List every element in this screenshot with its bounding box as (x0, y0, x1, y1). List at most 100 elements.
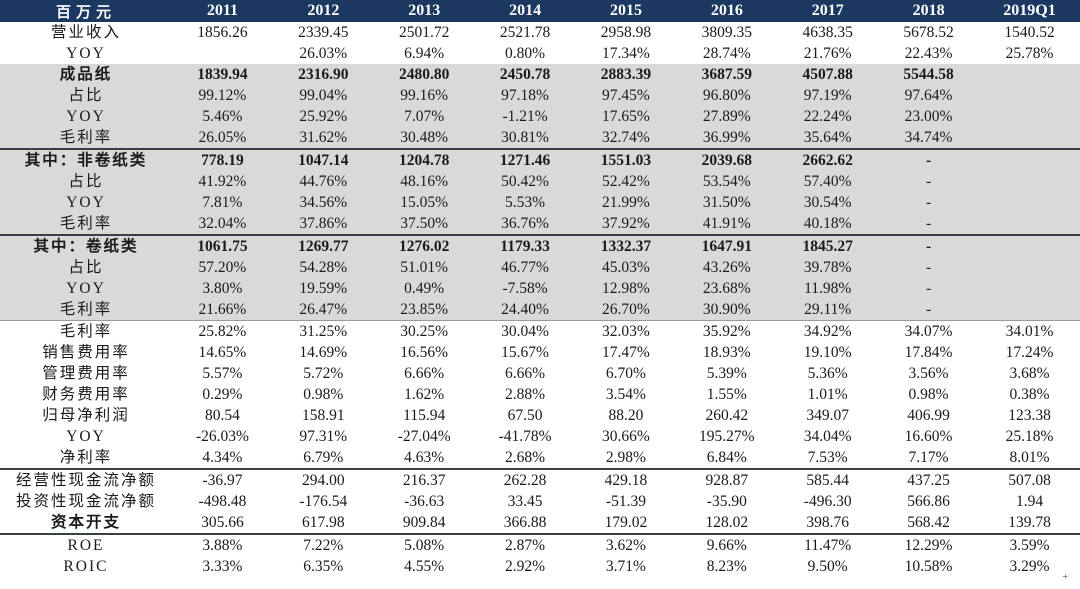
cell: 40.18% (777, 213, 879, 235)
table-row: YOY 3.80% 19.59% 0.49% -7.58% 12.98% 23.68% 11.… (0, 278, 1080, 299)
cell: 406.99 (907, 407, 950, 424)
cell: 0.80% (505, 45, 546, 62)
cell: 26.03% (299, 45, 348, 62)
cell: 2.92% (505, 558, 546, 575)
cell: 46.77% (474, 257, 576, 278)
cell: 7.81% (172, 192, 273, 213)
cell: 5678.52 (903, 24, 954, 41)
row-label: YOY (66, 428, 106, 445)
cell: 2521.78 (499, 24, 551, 41)
cell: 25.92% (272, 106, 374, 127)
cell: 33.45 (507, 493, 543, 510)
cell: 35.92% (676, 320, 778, 342)
cell: 97.31% (299, 428, 348, 445)
cell: 7.22% (272, 533, 374, 556)
row-label: 净利率 (59, 449, 113, 466)
cell: 34.07% (878, 320, 979, 342)
cell (172, 43, 273, 64)
table-row: 经营性现金流净额 -36.97 294.00 216.37 262.28 429.18 92… (0, 468, 1080, 491)
cell: 2883.39 (575, 64, 677, 85)
cell: 778.19 (172, 148, 273, 171)
cell: 294.00 (272, 468, 374, 491)
cell: 11.98% (777, 278, 879, 299)
cell: 12.98% (575, 278, 677, 299)
cell: 53.54% (676, 171, 778, 192)
year-column-header: 2016 (676, 0, 778, 22)
cell: 3.54% (605, 386, 646, 403)
cell (979, 85, 1080, 106)
cell (979, 171, 1080, 192)
cell: 216.37 (373, 468, 475, 491)
row-label: 毛利率 (0, 299, 172, 321)
year-column-header: 2012 (272, 0, 374, 22)
cell: - (878, 192, 979, 213)
cell: 54.28% (272, 257, 374, 278)
table-row: 资本开支 305.66 617.98 909.84 366.88 179.02 128.02… (0, 512, 1080, 534)
cell: 128.02 (705, 514, 749, 531)
cell: 6.70% (605, 365, 646, 382)
table-row: 归母净利润 80.54 158.91 115.94 67.50 88.20 260.42 34… (0, 405, 1080, 426)
cell: 366.88 (503, 514, 547, 531)
year-column-header: 2011 (172, 0, 273, 22)
cell: 17.47% (602, 344, 650, 361)
cell: 1269.77 (272, 234, 374, 257)
row-label: 其中：非卷纸类 (0, 148, 172, 171)
cell: 52.42% (575, 171, 677, 192)
cell: -496.30 (803, 493, 852, 510)
cell: 1.94 (1015, 493, 1044, 510)
cell: 1856.26 (197, 24, 248, 41)
cell: 2480.80 (373, 64, 475, 85)
cell: 30.54% (777, 192, 879, 213)
cell: 2501.72 (399, 24, 450, 41)
cell: 3.71% (605, 558, 646, 575)
cell (979, 127, 1080, 149)
cell: 2316.90 (272, 64, 374, 85)
cell (979, 234, 1080, 257)
cell: 11.47% (777, 533, 879, 556)
cell: -35.90 (706, 493, 747, 510)
cell: 3.56% (908, 365, 949, 382)
cell: 88.20 (608, 407, 644, 424)
cell: 39.78% (777, 257, 879, 278)
cell: 31.25% (272, 320, 374, 342)
cell: 305.66 (201, 514, 244, 531)
cell: 30.48% (373, 127, 475, 149)
cell: -51.39 (605, 493, 646, 510)
cell: 37.92% (575, 213, 677, 235)
cell: 34.74% (878, 127, 979, 149)
cell: 5.08% (373, 533, 475, 556)
cell: -26.03% (195, 428, 249, 445)
cell: 6.94% (404, 45, 445, 62)
cell: 9.50% (807, 558, 848, 575)
cell: 3.33% (202, 558, 243, 575)
cell: 35.64% (777, 127, 879, 149)
cell: 57.20% (172, 257, 273, 278)
unit-label: 百万元 (0, 0, 172, 22)
row-label: ROIC (63, 558, 109, 575)
cell: 25.78% (1005, 45, 1054, 62)
cell: 23.00% (878, 106, 979, 127)
year-column-header: 2013 (373, 0, 475, 22)
year-column-header: 2014 (474, 0, 576, 22)
row-label: 营业收入 (50, 24, 121, 41)
cell: 195.27% (699, 428, 755, 445)
table-row: 占比 99.12% 99.04% 99.16% 97.18% 97.45% 96.80% 97… (0, 85, 1080, 106)
cell: 7.07% (373, 106, 475, 127)
table-row: 毛利率 26.05% 31.62% 30.48% 30.81% 32.74% 36.99% 3… (0, 127, 1080, 149)
year-column-header: 2017 (777, 0, 879, 22)
cell: 9.66% (676, 533, 778, 556)
row-label: 毛利率 (0, 127, 172, 149)
cell: 16.60% (904, 428, 953, 445)
cell: 80.54 (205, 407, 240, 424)
cell (979, 148, 1080, 171)
cell: 6.84% (706, 449, 747, 466)
cell: 36.76% (474, 213, 576, 235)
table-row: 占比 57.20% 54.28% 51.01% 46.77% 45.03% 43.26% 39… (0, 257, 1080, 278)
cell: - (878, 278, 979, 299)
cell: 260.42 (705, 407, 749, 424)
cell: 2.87% (474, 533, 576, 556)
cell: 2.98% (605, 449, 646, 466)
cell: 2.68% (505, 449, 546, 466)
year-column-header: 2015 (575, 0, 677, 22)
row-label: 其中：卷纸类 (0, 234, 172, 257)
